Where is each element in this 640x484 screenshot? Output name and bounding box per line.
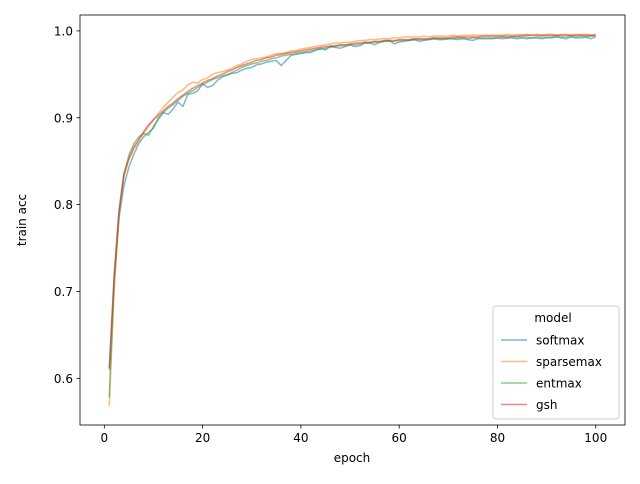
legend-items: softmax sparsemax entmax gsh xyxy=(501,334,602,412)
x-axis-ticks: 0 20 40 60 80 100 xyxy=(101,425,607,445)
legend: model softmax sparsemax entmax gsh xyxy=(492,305,620,420)
y-tick-label: 0.9 xyxy=(54,111,73,125)
series-line-gsh xyxy=(108,34,596,368)
x-tick-label: 40 xyxy=(293,431,308,445)
y-tick-label: 1.0 xyxy=(54,24,73,38)
series-line-softmax xyxy=(108,36,597,370)
x-tick-label: 20 xyxy=(195,431,210,445)
x-tick-label: 100 xyxy=(584,431,607,445)
legend-box xyxy=(492,305,620,420)
legend-label-softmax: softmax xyxy=(536,334,584,348)
legend-label-gsh: gsh xyxy=(536,398,557,412)
series-line-entmax xyxy=(108,35,596,398)
x-axis-label: epoch xyxy=(334,451,371,465)
y-tick-label: 0.6 xyxy=(54,372,73,386)
y-tick-label: 0.7 xyxy=(54,285,73,299)
y-tick-label: 0.8 xyxy=(54,198,73,212)
x-tick-label: 60 xyxy=(392,431,407,445)
legend-label-entmax: entmax xyxy=(536,377,582,391)
legend-title: model xyxy=(534,311,571,325)
series-line-sparsemax xyxy=(108,33,596,407)
x-tick-label: 80 xyxy=(490,431,505,445)
x-tick-label: 0 xyxy=(101,431,109,445)
series-layer xyxy=(108,33,597,407)
legend-label-sparsemax: sparsemax xyxy=(536,355,602,369)
y-axis-ticks: 0.6 0.7 0.8 0.9 1.0 xyxy=(54,24,80,386)
y-axis-label: train acc xyxy=(15,194,29,246)
